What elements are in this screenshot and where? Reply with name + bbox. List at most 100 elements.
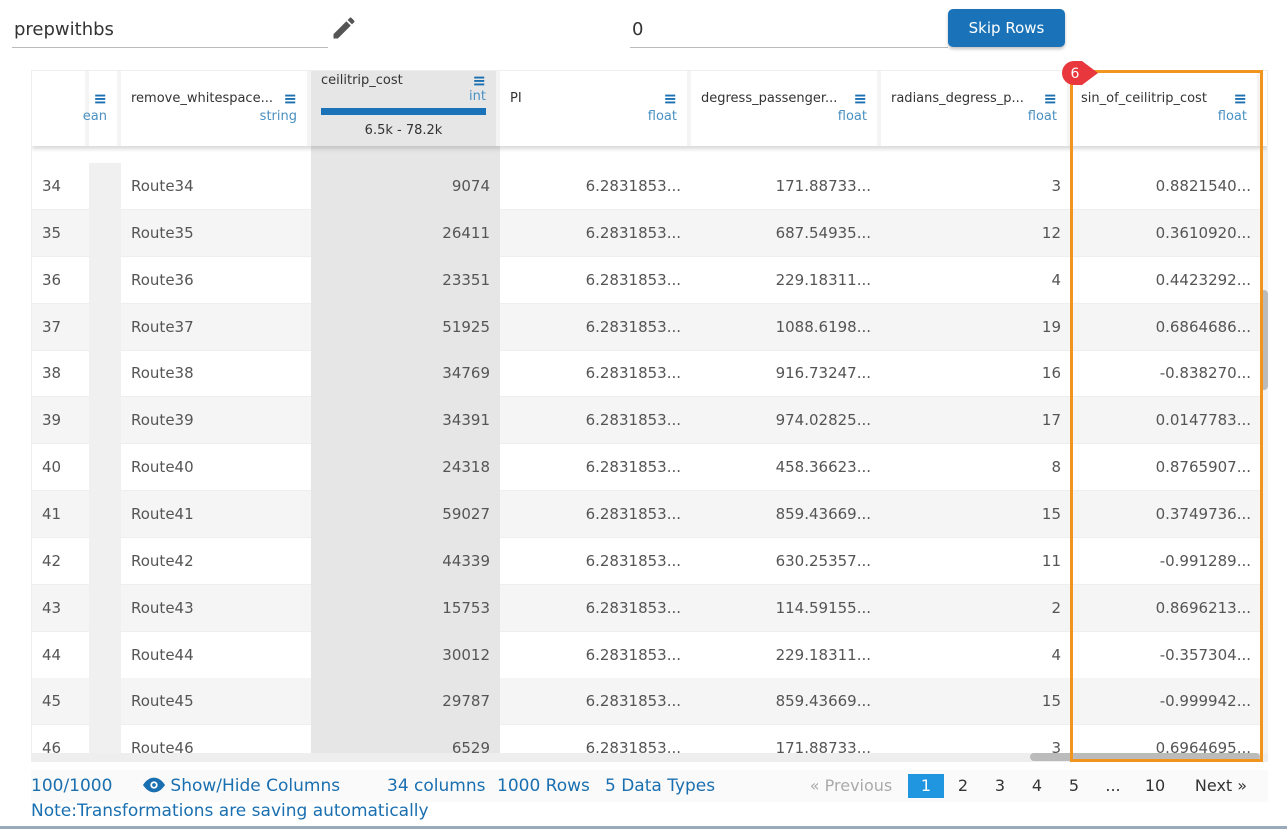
table-cell: 630.25357... <box>775 551 871 570</box>
row-index: 34 <box>42 177 62 195</box>
table-cell: 458.36623... <box>775 458 871 477</box>
table-cell: 29787 <box>311 678 500 726</box>
table-cell: 11 <box>1041 551 1061 570</box>
table-row[interactable]: 42 Route42 44339 6.2831853... 630.25357... 11… <box>32 537 1267 585</box>
table-cell: 229.18311... <box>775 270 871 289</box>
page-button[interactable]: ... <box>1105 776 1121 795</box>
page-button[interactable]: 2 <box>957 776 969 795</box>
page-button[interactable]: 3 <box>994 776 1006 795</box>
column-menu-icon[interactable]: ≡ <box>1233 89 1247 108</box>
table-row[interactable]: 35 Route35 26411 6.2831853... 687.54935... 12… <box>32 209 1267 257</box>
table-cell: 6.2831853... <box>585 317 681 336</box>
column-header[interactable]: ceilitrip_cost ≡ int 6.5k - 78.2k <box>311 71 500 146</box>
table-cell: 15753 <box>311 584 500 632</box>
horizontal-scrollbar[interactable] <box>32 753 1267 761</box>
table-row[interactable]: 44 Route44 30012 6.2831853... 229.18311... 4 -… <box>32 631 1267 679</box>
table-cell: Route35 <box>131 223 194 242</box>
table-row[interactable]: 38 Route38 34769 6.2831853... 916.73247... 16… <box>32 350 1267 398</box>
table-cell: 0.8821540... <box>1155 177 1251 195</box>
table-cell: 6.2831853... <box>585 364 681 383</box>
row-index: 43 <box>42 598 62 617</box>
previous-page-button[interactable]: « Previous <box>809 776 893 795</box>
vertical-scrollbar[interactable] <box>1260 145 1268 755</box>
column-menu-icon[interactable]: ≡ <box>93 89 107 108</box>
table-row[interactable]: 40 Route40 24318 6.2831853... 458.36623... 8 0… <box>32 444 1267 492</box>
column-header[interactable]: PI ≡ float <box>500 71 691 146</box>
show-hide-columns-button[interactable]: Show/Hide Columns <box>143 776 340 796</box>
column-header[interactable]: sin_of_ceilitrip_cost ≡ float <box>1071 71 1261 146</box>
page-button[interactable]: 10 <box>1144 776 1166 795</box>
table-row[interactable]: 39 Route39 34391 6.2831853... 974.02825... 17… <box>32 397 1267 445</box>
bottom-border <box>0 826 1287 829</box>
table-cell: 34391 <box>311 397 500 445</box>
column-header[interactable] <box>32 71 89 146</box>
table-cell: Route37 <box>131 317 194 336</box>
table-row[interactable]: 41 Route41 59027 6.2831853... 859.43669... 15… <box>32 490 1267 538</box>
horizontal-scroll-thumb[interactable] <box>1030 753 1260 761</box>
table-row[interactable]: 37 Route37 51925 6.2831853... 1088.6198... 19… <box>32 303 1267 351</box>
page-button[interactable]: 5 <box>1068 776 1080 795</box>
table-row[interactable]: 36 Route36 23351 6.2831853... 229.18311... 4 0… <box>32 256 1267 304</box>
column-distribution-bar <box>321 108 486 115</box>
page-button[interactable]: 4 <box>1031 776 1043 795</box>
table-cell: 1088.6198... <box>775 317 871 336</box>
hidden-column-cell <box>89 163 121 210</box>
table-cell: 34769 <box>311 350 500 398</box>
table-cell: 15 <box>1041 504 1061 523</box>
step-badge-number: 6 <box>1071 66 1080 82</box>
table-cell: 6.2831853... <box>585 504 681 523</box>
table-cell: 9074 <box>311 163 500 210</box>
table-cell: 16 <box>1041 364 1061 383</box>
column-type: float <box>837 109 867 124</box>
column-name: radians_degress_p... <box>891 91 1024 106</box>
column-name: ceilitrip_cost <box>321 73 403 88</box>
skip-rows-button[interactable]: Skip Rows <box>948 9 1065 47</box>
table-row[interactable]: 43 Route43 15753 6.2831853... 114.59155... 2 0… <box>32 584 1267 632</box>
column-header[interactable]: radians_degress_p... ≡ float <box>881 71 1071 146</box>
table-cell: 6.2831853... <box>585 458 681 477</box>
row-index: 35 <box>42 223 62 242</box>
skip-rows-input[interactable] <box>630 12 948 48</box>
table-cell: 12 <box>1041 223 1061 242</box>
hidden-column-cell <box>89 256 121 304</box>
table-cell: 859.43669... <box>775 692 871 711</box>
column-menu-icon[interactable]: ≡ <box>1043 89 1057 108</box>
vertical-scroll-thumb[interactable] <box>1260 290 1268 390</box>
row-index: 42 <box>42 551 62 570</box>
column-name: degress_passenger... <box>701 91 838 106</box>
table-cell: 0.3749736... <box>1155 504 1251 523</box>
table-cell: 3 <box>1051 177 1061 195</box>
table-cell: 6.2831853... <box>585 223 681 242</box>
table-cell: Route46 <box>131 739 194 758</box>
table-cell: 8 <box>1051 458 1061 477</box>
column-menu-icon[interactable]: ≡ <box>853 89 867 108</box>
table-cell: -0.991289... <box>1159 551 1251 570</box>
table-cell: Route34 <box>131 177 194 195</box>
column-menu-icon[interactable]: ≡ <box>283 89 297 108</box>
data-types-count: 5 Data Types <box>605 776 716 796</box>
row-index: 37 <box>42 317 62 336</box>
hidden-column-cell <box>89 444 121 492</box>
column-type: float <box>1217 109 1247 124</box>
table-cell: 0.6864686... <box>1155 317 1251 336</box>
column-menu-icon[interactable]: ≡ <box>472 71 486 90</box>
row-index: 36 <box>42 270 62 289</box>
page-button[interactable]: 1 <box>908 774 944 798</box>
row-index: 39 <box>42 411 62 430</box>
column-menu-icon[interactable]: ≡ <box>663 89 677 108</box>
next-page-button[interactable]: Next » <box>1194 776 1248 795</box>
column-type: int <box>469 89 486 104</box>
column-type: string <box>259 109 297 124</box>
hidden-column-cell <box>89 678 121 726</box>
column-header[interactable]: remove_whitespace... ≡ string <box>121 71 311 146</box>
table-cell: 15 <box>1041 692 1061 711</box>
pencil-icon[interactable] <box>330 14 358 42</box>
columns-count: 34 columns <box>387 776 486 796</box>
table-row[interactable]: 34 Route34 9074 6.2831853... 171.88733... 3 0.… <box>32 163 1267 210</box>
data-grid: ≡ ean remove_whitespace... ≡ string ceilitrip… <box>31 70 1268 762</box>
table-cell: 0.4423292... <box>1155 270 1251 289</box>
table-row[interactable]: 45 Route45 29787 6.2831853... 859.43669... 15… <box>32 678 1267 726</box>
dataset-name-input[interactable] <box>12 12 328 48</box>
column-header[interactable]: ≡ ean <box>83 71 121 146</box>
column-header[interactable]: degress_passenger... ≡ float <box>691 71 881 146</box>
